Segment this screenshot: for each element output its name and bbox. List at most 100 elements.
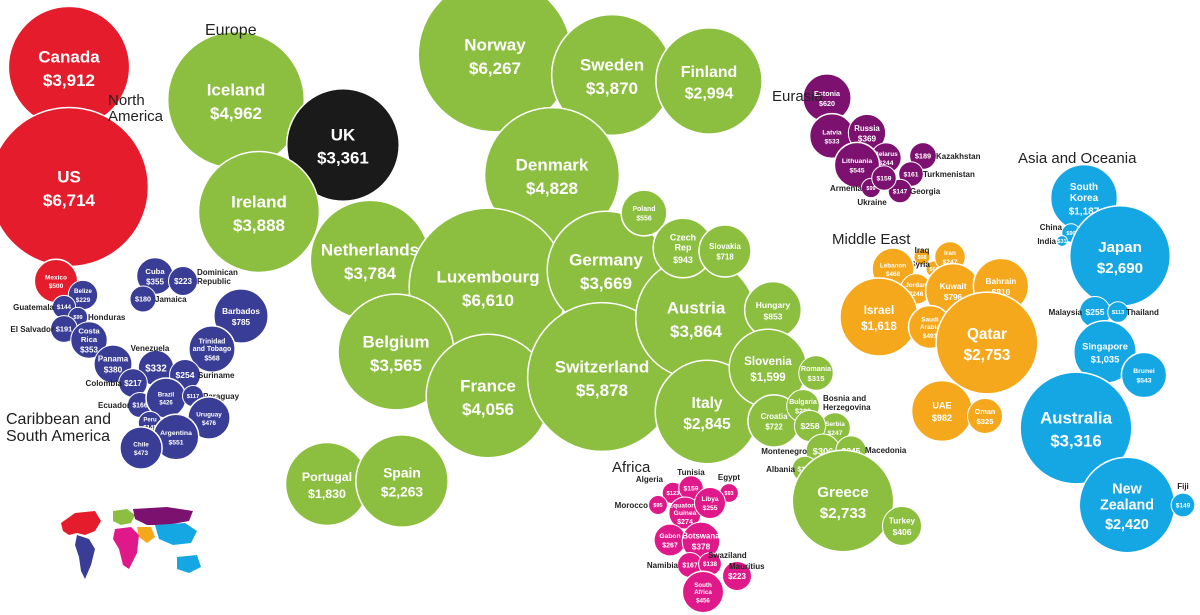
bubble-label-oman: Oman xyxy=(975,407,996,416)
country-label-bosnia-and-herzegovina: Herzegovina xyxy=(823,403,871,412)
bubble-value-thailand: $113 xyxy=(1112,310,1124,316)
country-label-honduras: Honduras xyxy=(88,313,126,322)
region-label-europe: Europe xyxy=(205,22,257,39)
bubble-value-libya: $255 xyxy=(702,505,717,512)
country-label-montenegro: Montenegro xyxy=(761,447,807,456)
bubble-barbados xyxy=(213,288,269,344)
bubble-label-iceland: Iceland xyxy=(207,81,266,100)
bubble-value-honduras: $99 xyxy=(73,315,82,321)
bubble-label-uae: UAE xyxy=(932,401,951,411)
bubble-value-bulgaria: $283 xyxy=(795,407,811,416)
bubble-value-romania: $315 xyxy=(808,374,826,383)
bubble-greece xyxy=(791,449,895,553)
bubble-value-luxembourg: $6,610 xyxy=(462,291,514,310)
bubble-label-norway: Norway xyxy=(464,36,526,55)
bubble-value-georgia: $147 xyxy=(893,188,908,195)
bubble-label-france: France xyxy=(460,377,516,396)
bubble-value-montenegro: $306 xyxy=(813,446,834,456)
bubble-label-serbia: Serbia xyxy=(825,421,845,428)
bubble-value-china: $90 xyxy=(1066,231,1075,237)
country-label-ecuador: Ecuador xyxy=(98,401,130,410)
bubble-label-greece: Greece xyxy=(817,484,869,501)
bubble-value-barbados: $785 xyxy=(232,318,251,327)
bubble-label-saudi-arabia: Arabia xyxy=(920,324,940,331)
country-label-paraguay: Paraguay xyxy=(203,392,240,401)
bubble-oman xyxy=(967,398,1003,434)
bubble-label-denmark: Denmark xyxy=(516,156,589,175)
bubble-value-norway: $6,267 xyxy=(469,59,521,78)
bubble-label-uk: UK xyxy=(331,126,356,145)
bubble-value-colombia: $217 xyxy=(124,379,142,388)
country-label-bosnia-and-herzegovina: Bosnia and xyxy=(823,394,866,403)
bubble-value-el-salvador: $191 xyxy=(56,325,72,334)
bubble-us xyxy=(0,106,150,268)
bubble-uk xyxy=(286,88,400,202)
bubble-jamaica xyxy=(129,285,157,313)
bubble-value-swaziland: $138 xyxy=(703,561,718,568)
country-label-ukraine: Ukraine xyxy=(857,198,887,207)
bubble-value-saudi-arabia: $491 xyxy=(923,333,938,340)
bubble-label-romania: Romania xyxy=(801,364,832,373)
bubble-value-gabon: $267 xyxy=(662,542,678,549)
bubble-label-brazil: Brazil xyxy=(158,392,175,398)
bubble-ireland xyxy=(197,150,321,274)
country-label-namibia: Namibia xyxy=(647,561,679,570)
bubble-label-barbados: Barbados xyxy=(222,307,260,316)
country-label-syria: Syria xyxy=(910,260,930,269)
bubble-morocco xyxy=(648,495,668,515)
bubble-value-france: $4,056 xyxy=(462,400,514,419)
bubble-value-jordan: $246 xyxy=(909,291,924,298)
bubble-value-australia: $3,316 xyxy=(1050,432,1101,451)
country-label-china: China xyxy=(1040,223,1063,232)
bubble-label-japan: Japan xyxy=(1098,239,1142,256)
country-label-jamaica: Jamaica xyxy=(155,295,187,304)
bubble-value-lithuania: $545 xyxy=(849,168,864,175)
bubble-value-brunei: $543 xyxy=(1136,378,1151,385)
bubble-value-belize: $229 xyxy=(76,297,91,304)
region-label-north-america: America xyxy=(108,108,164,125)
bubble-value-armenia: $99 xyxy=(866,186,875,192)
bubble-value-argentina: $551 xyxy=(168,440,183,447)
country-label-el-salvador: El Salvador xyxy=(10,325,54,334)
bubble-value-italy: $2,845 xyxy=(683,416,731,433)
bubble-value-jamaica: $180 xyxy=(135,295,151,304)
bubble-value-south-korea: $1,187 xyxy=(1069,207,1100,218)
bubble-value-estonia: $620 xyxy=(819,99,835,108)
bubble-value-switzerland: $5,878 xyxy=(576,381,628,400)
bubble-label-belgium: Belgium xyxy=(362,333,429,352)
bubble-label-gabon: Gabon xyxy=(659,533,680,540)
bubble-value-austria: $3,864 xyxy=(670,322,723,341)
bubble-value-panama: $380 xyxy=(104,365,123,375)
bubble-value-dominican-republic: $223 xyxy=(174,277,192,286)
bubble-value-belarus: $244 xyxy=(879,160,894,167)
bubble-label-costa-rica: Rica xyxy=(81,335,98,344)
bubble-label-south-korea: Korea xyxy=(1070,193,1099,204)
country-label-suriname: Suriname xyxy=(198,371,235,380)
bubble-label-finland: Finland xyxy=(681,64,738,81)
bubble-label-south-africa: South xyxy=(694,582,712,589)
world-region-map-icon xyxy=(61,507,201,579)
bubble-label-hungary: Hungary xyxy=(756,300,791,310)
bubble-label-turkey: Turkey xyxy=(889,517,916,526)
country-label-dominican-republic: Dominican xyxy=(197,268,238,277)
bubble-label-brunei: Brunei xyxy=(1133,368,1155,375)
bubble-label-belize: Belize xyxy=(74,288,92,295)
bubble-value-finland: $2,994 xyxy=(685,86,734,103)
bubble-finland xyxy=(655,27,763,135)
bubble-value-us: $6,714 xyxy=(43,191,96,210)
country-label-kazakhstan: Kazakhstan xyxy=(936,152,981,161)
bubble-costa-rica xyxy=(70,321,108,359)
bubble-lithuania xyxy=(833,141,881,189)
bubble-label-italy: Italy xyxy=(691,395,722,412)
bubble-label-cuba: Cuba xyxy=(145,267,165,276)
bubble-label-austria: Austria xyxy=(667,299,726,318)
bubble-iceland xyxy=(166,30,306,170)
country-label-albania: Albania xyxy=(766,465,795,474)
bubble-israel xyxy=(839,277,919,357)
bubble-value-iraq: $68 xyxy=(917,255,926,261)
bubble-value-cuba: $355 xyxy=(146,277,164,286)
bubble-uae xyxy=(910,379,974,443)
bubble-value-germany: $3,669 xyxy=(580,274,632,293)
bubble-value-uk: $3,361 xyxy=(317,149,369,168)
bubble-label-russia: Russia xyxy=(854,124,880,133)
